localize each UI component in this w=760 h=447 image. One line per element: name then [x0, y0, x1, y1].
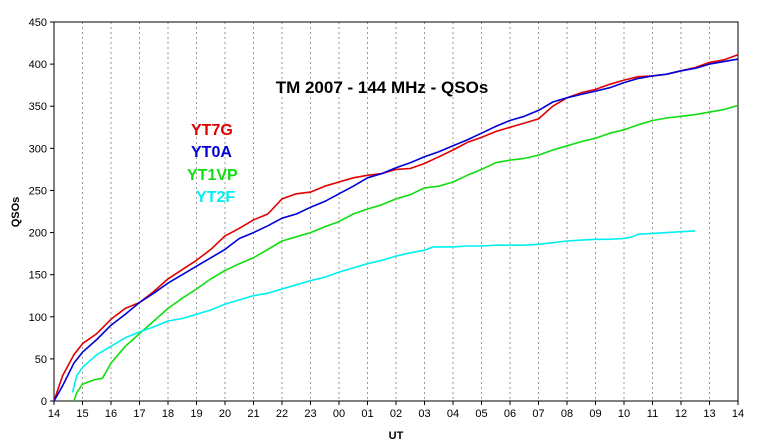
x-tick-label: 01 — [361, 408, 373, 420]
x-tick-label: 10 — [618, 408, 630, 420]
y-axis-title: QSOs — [10, 197, 22, 228]
series-line-yt2f — [71, 230, 696, 393]
y-tick-label: 100 — [29, 312, 47, 324]
x-tick-label: 21 — [247, 408, 259, 420]
x-tick-label: 23 — [304, 408, 316, 420]
legend: YT7G YT0A YT1VP YT2F — [187, 122, 238, 206]
y-tick-label: 350 — [29, 101, 47, 113]
x-tick-label: 18 — [162, 408, 174, 420]
legend-entry-yt2f: YT2F — [196, 189, 235, 206]
x-tick-label: 16 — [105, 408, 117, 420]
x-tick-label: 09 — [589, 408, 601, 420]
x-tick-label: 20 — [219, 408, 231, 420]
legend-entry-yt1vp: YT1VP — [187, 167, 238, 184]
x-tick-label: 12 — [675, 408, 687, 420]
ticks-layer: 14 15 16 17 18 19 20 21 22 23 00 01 02 03 04 05 06 07 08 09… — [29, 17, 744, 420]
x-tick-label: 05 — [475, 408, 487, 420]
series-line-yt1vp — [73, 104, 739, 402]
y-tick-label: 300 — [29, 143, 47, 155]
x-tick-label: 08 — [561, 408, 573, 420]
x-tick-label: 00 — [333, 408, 345, 420]
x-tick-label: 06 — [504, 408, 516, 420]
x-tick-label: 13 — [703, 408, 715, 420]
y-tick-label: 200 — [29, 228, 47, 240]
grid-layer — [82, 22, 710, 401]
chart-title: TM 2007 - 144 MHz - QSOs — [276, 78, 489, 97]
x-tick-label: 22 — [276, 408, 288, 420]
y-tick-label: 400 — [29, 59, 47, 71]
x-tick-label: 04 — [447, 408, 459, 420]
y-tick-label: 150 — [29, 270, 47, 282]
legend-entry-yt0a: YT0A — [191, 144, 232, 161]
y-tick-label: 0 — [41, 396, 47, 408]
x-tick-label: 07 — [532, 408, 544, 420]
x-tick-label: 17 — [133, 408, 145, 420]
x-tick-label: 14 — [732, 408, 744, 420]
x-tick-label: 14 — [48, 408, 60, 420]
y-tick-label: 250 — [29, 185, 47, 197]
y-tick-label: 450 — [29, 17, 47, 29]
x-tick-label: 02 — [390, 408, 402, 420]
series-line-yt0a — [53, 58, 739, 402]
x-axis-title: UT — [389, 430, 404, 442]
y-tick-label: 50 — [35, 354, 47, 366]
series-layer — [53, 54, 739, 402]
x-tick-label: 19 — [190, 408, 202, 420]
x-tick-label: 03 — [418, 408, 430, 420]
x-tick-label: 15 — [76, 408, 88, 420]
x-tick-label: 11 — [647, 408, 658, 420]
legend-entry-yt7g: YT7G — [191, 122, 233, 139]
